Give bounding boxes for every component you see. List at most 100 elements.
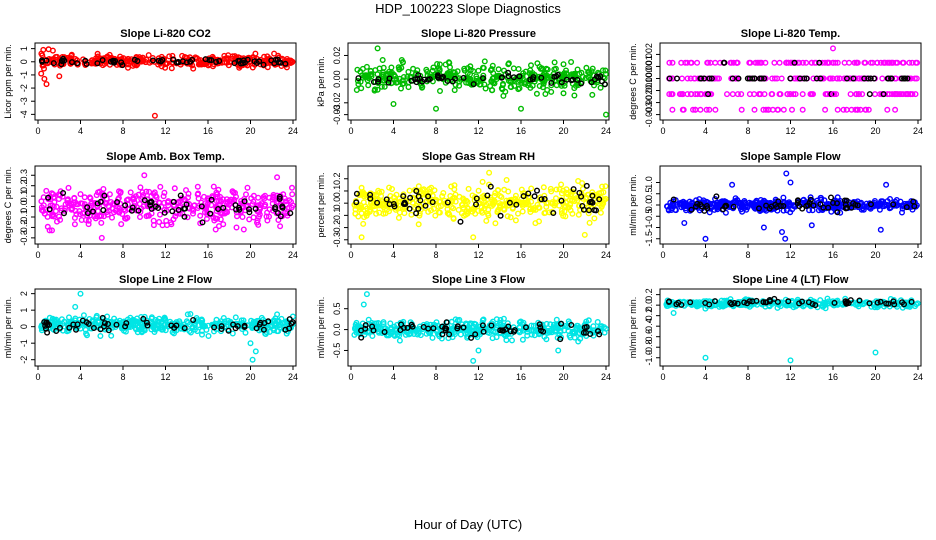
data-point <box>404 73 411 80</box>
data-point <box>65 184 72 191</box>
data-point <box>229 53 236 60</box>
data-point <box>818 194 825 201</box>
data-point <box>87 195 94 202</box>
data-point <box>690 106 697 113</box>
data-point <box>763 106 770 113</box>
data-point <box>289 191 296 198</box>
data-point <box>564 191 571 198</box>
hourly-point <box>279 203 286 210</box>
hourly-point <box>239 60 246 67</box>
hourly-point <box>260 61 267 68</box>
data-point <box>540 184 547 191</box>
data-point <box>378 83 385 90</box>
data-point <box>504 213 511 220</box>
data-point <box>551 59 558 66</box>
data-point <box>899 59 906 66</box>
data-point <box>214 215 221 222</box>
data-point <box>906 59 913 66</box>
data-point <box>158 326 165 333</box>
hourly-point <box>803 75 810 82</box>
data-point <box>902 91 909 98</box>
data-point <box>95 319 102 326</box>
data-point <box>566 204 573 211</box>
data-point <box>568 59 575 66</box>
x-tick-label: 4 <box>391 372 396 382</box>
data-point <box>530 327 537 334</box>
data-point <box>515 65 522 72</box>
data-point <box>427 198 434 205</box>
data-point <box>470 206 477 213</box>
data-point <box>162 327 169 334</box>
y-tick-label: 0.000 <box>644 67 654 90</box>
data-point <box>856 91 863 98</box>
data-point <box>783 59 790 66</box>
data-point <box>808 59 815 66</box>
hourly-point <box>400 193 407 200</box>
data-point <box>200 60 207 67</box>
hourly-point <box>791 59 798 66</box>
data-point <box>106 51 113 58</box>
outlier-point <box>475 347 482 354</box>
data-point <box>80 312 87 319</box>
data-point <box>860 203 867 210</box>
data-point <box>489 335 496 342</box>
hourly-point <box>159 57 166 64</box>
data-point <box>684 91 691 98</box>
scatter-points <box>38 290 296 363</box>
data-point <box>510 65 517 72</box>
y-tick-label: 1 <box>19 46 29 51</box>
hourly-point <box>83 61 90 68</box>
data-point <box>166 53 173 60</box>
hourly-point <box>499 327 506 334</box>
data-point <box>215 223 222 230</box>
outlier-point <box>830 91 837 98</box>
data-point <box>748 200 755 207</box>
data-point <box>266 206 273 213</box>
panel-title: Slope Line 2 Flow <box>119 274 212 286</box>
data-point <box>553 186 560 193</box>
hourly-point <box>234 323 241 330</box>
data-point <box>532 206 539 213</box>
x-tick-label: 0 <box>35 126 40 136</box>
hourly-point <box>241 322 248 329</box>
hourly-point <box>100 207 107 214</box>
data-point <box>555 325 562 332</box>
x-tick-label: 20 <box>558 126 568 136</box>
y-tick-label: -0.001 <box>644 78 654 104</box>
hourly-point <box>713 193 720 200</box>
hourly-point <box>402 200 409 207</box>
hourly-point <box>721 59 728 66</box>
data-point <box>479 193 486 200</box>
outlier-point <box>56 73 63 80</box>
hourly-point <box>574 76 581 83</box>
data-point <box>799 106 806 113</box>
data-point <box>452 198 459 205</box>
hourly-point <box>825 204 832 211</box>
y-axis-label: degrees C per min. <box>628 43 638 120</box>
y-tick-label: -0.2 <box>332 220 342 236</box>
data-point <box>502 88 509 95</box>
hourly-point <box>451 75 458 82</box>
data-point <box>68 201 75 208</box>
y-tick-label: 0.1 <box>19 190 29 203</box>
hourly-point <box>523 324 530 331</box>
data-point <box>697 91 704 98</box>
data-point <box>82 326 89 333</box>
data-point <box>692 75 699 82</box>
hourly-point <box>706 75 713 82</box>
data-point <box>281 195 288 202</box>
data-point <box>865 106 872 113</box>
hourly-point <box>704 205 711 212</box>
hourly-point <box>367 191 374 198</box>
hourly-point <box>434 73 441 80</box>
data-point <box>277 321 284 328</box>
data-point <box>704 59 711 66</box>
outlier-point <box>702 354 709 361</box>
hourly-point <box>568 77 575 84</box>
hourly-point <box>198 203 205 210</box>
hourly-point <box>538 74 545 81</box>
data-point <box>594 319 601 326</box>
hourly-point <box>460 74 467 81</box>
hourly-point <box>208 57 215 64</box>
data-point <box>854 106 861 113</box>
